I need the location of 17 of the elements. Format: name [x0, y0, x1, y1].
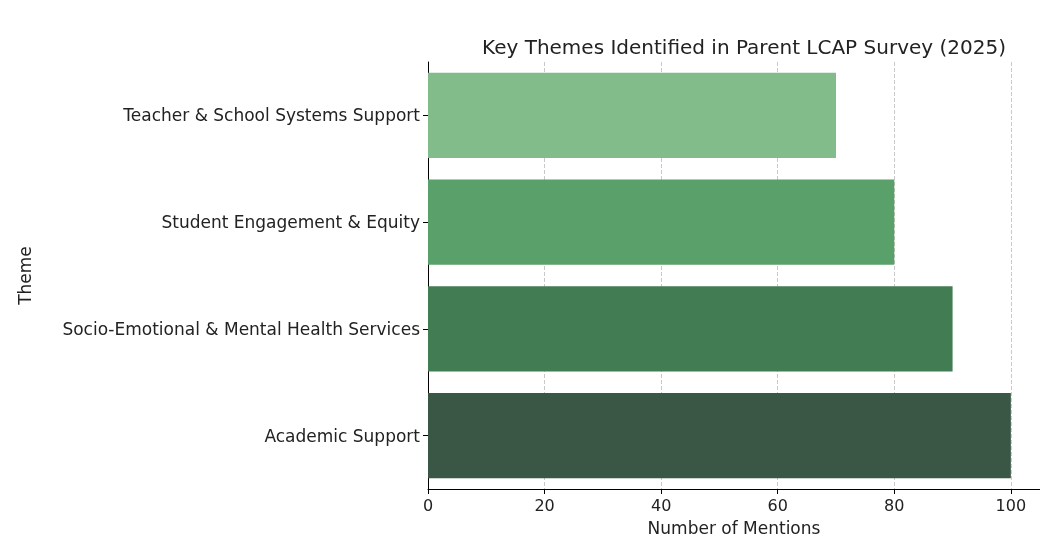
x-tick-label: 80 — [884, 495, 905, 515]
x-tick-label: 0 — [422, 495, 434, 515]
y-tick-label: Student Engagement & Equity — [161, 212, 420, 233]
bar — [428, 72, 836, 159]
y-axis-title: Theme — [14, 246, 35, 306]
x-tick-label: 60 — [767, 495, 788, 515]
x-tick-label: 40 — [650, 495, 672, 515]
y-tick-label: Socio-Emotional & Mental Health Services — [62, 318, 421, 339]
bar — [428, 286, 953, 372]
y-tick-label: Teacher & School Systems Support — [122, 105, 421, 126]
x-tick-label: 20 — [534, 495, 555, 515]
chart-title: Key Themes Identified in Parent LCAP Survey (2025) — [482, 35, 1006, 59]
x-tick-label: 100 — [995, 495, 1027, 515]
y-tick-label: Academic Support — [264, 425, 421, 446]
bar — [428, 179, 895, 265]
bar — [428, 392, 1011, 479]
x-axis-title: Number of Mentions — [647, 517, 821, 538]
